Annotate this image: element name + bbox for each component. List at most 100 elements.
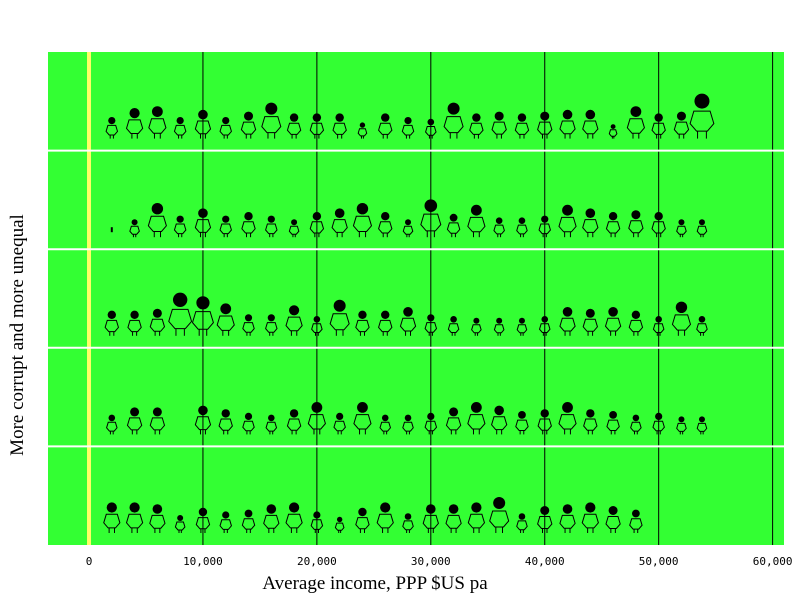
- person-figure: [310, 511, 324, 533]
- person-figure: [352, 203, 373, 238]
- person-figure: [696, 316, 708, 336]
- person-figure: [288, 219, 300, 238]
- person-figure: [422, 504, 439, 533]
- person-figure: [558, 204, 577, 238]
- person-figure: [241, 212, 256, 238]
- band-separators: [48, 149, 784, 448]
- person-figure: [559, 109, 576, 139]
- person-figure: [559, 504, 576, 533]
- person-figure: [605, 506, 621, 533]
- person-figure: [651, 212, 666, 238]
- person-figure: [240, 111, 257, 139]
- person-figure: [191, 296, 214, 336]
- person-figure: [168, 292, 193, 336]
- person-figure: [148, 106, 167, 139]
- person-figure: [265, 314, 278, 336]
- person-figure: [652, 316, 665, 336]
- person-figure: [583, 409, 598, 435]
- person-figure: [581, 502, 599, 533]
- person-figure: [467, 502, 486, 533]
- band-2: [110, 199, 708, 238]
- person-figure: [332, 113, 347, 139]
- person-figure: [125, 108, 144, 139]
- person-figure: [676, 416, 687, 435]
- band-4: [106, 402, 708, 435]
- person-figure: [420, 199, 442, 238]
- person-figure: [378, 113, 393, 139]
- person-figure: [489, 497, 510, 533]
- person-figure: [401, 117, 415, 139]
- person-figure: [538, 316, 551, 336]
- person-figure: [582, 109, 599, 139]
- person-figure: [515, 411, 529, 435]
- person-figure: [559, 307, 576, 336]
- person-figure: [307, 402, 326, 435]
- person-figure: [629, 509, 643, 533]
- person-figure: [608, 124, 618, 139]
- person-figure: [491, 111, 507, 139]
- person-figure: [126, 407, 143, 435]
- person-figure: [147, 203, 167, 238]
- x-tick-label: 50,000: [639, 555, 679, 568]
- person-figure: [582, 308, 598, 336]
- plot-area: [48, 52, 784, 545]
- person-figure: [696, 219, 708, 238]
- person-figure: [311, 316, 323, 336]
- person-figure: [402, 414, 414, 435]
- person-figure: [285, 305, 303, 336]
- person-figure: [467, 204, 486, 238]
- x-tick-labels: 0 10,000 20,000 30,000 40,000 50,000 60,000: [86, 555, 793, 568]
- person-figure: [446, 213, 461, 238]
- person-figure: [265, 215, 278, 238]
- person-figure: [127, 310, 142, 336]
- person-figure: [402, 513, 414, 533]
- person-figure: [537, 111, 553, 139]
- person-figure: [219, 215, 232, 238]
- person-figure: [125, 502, 144, 533]
- person-figure: [493, 217, 505, 238]
- person-figure: [219, 117, 232, 139]
- person-figure: [194, 208, 212, 238]
- person-figure: [605, 212, 621, 238]
- person-figure: [285, 502, 303, 533]
- x-tick-label: 60,000: [753, 555, 793, 568]
- band-5: [103, 497, 643, 533]
- person-figure: [630, 414, 642, 435]
- person-figure: [286, 113, 302, 139]
- person-figure: [329, 299, 350, 336]
- person-figure: [173, 215, 187, 238]
- person-figure: [353, 402, 372, 435]
- band-3: [104, 292, 708, 336]
- person-figure: [651, 113, 666, 139]
- person-figure: [376, 502, 394, 533]
- person-figure: [263, 504, 280, 533]
- person-figure: [538, 215, 552, 238]
- person-figure: [516, 217, 528, 238]
- person-figure: [149, 407, 166, 435]
- person-figure: [537, 409, 552, 435]
- person-figure: [334, 516, 345, 533]
- person-figure: [606, 411, 620, 435]
- person-figure: [173, 117, 187, 139]
- person-figure: [671, 301, 692, 336]
- person-figure: [357, 122, 368, 139]
- person-figure: [219, 511, 232, 533]
- person-figure: [491, 405, 508, 435]
- person-figure: [445, 407, 462, 435]
- person-figure: [673, 111, 690, 139]
- person-figure: [129, 219, 140, 238]
- person-figure: [471, 317, 482, 336]
- x-tick-label: 40,000: [525, 555, 565, 568]
- person-figure: [626, 106, 645, 139]
- person-figure: [424, 412, 438, 435]
- person-figure: [493, 317, 505, 336]
- person-figure: [149, 308, 166, 336]
- person-figure: [241, 509, 256, 533]
- person-figure: [469, 113, 484, 139]
- person-figure: [379, 414, 392, 435]
- x-tick-label: 10,000: [183, 555, 223, 568]
- person-figure: [149, 504, 166, 533]
- person-figure: [242, 314, 255, 336]
- person-figure: [467, 402, 486, 435]
- person-figure: [174, 515, 186, 533]
